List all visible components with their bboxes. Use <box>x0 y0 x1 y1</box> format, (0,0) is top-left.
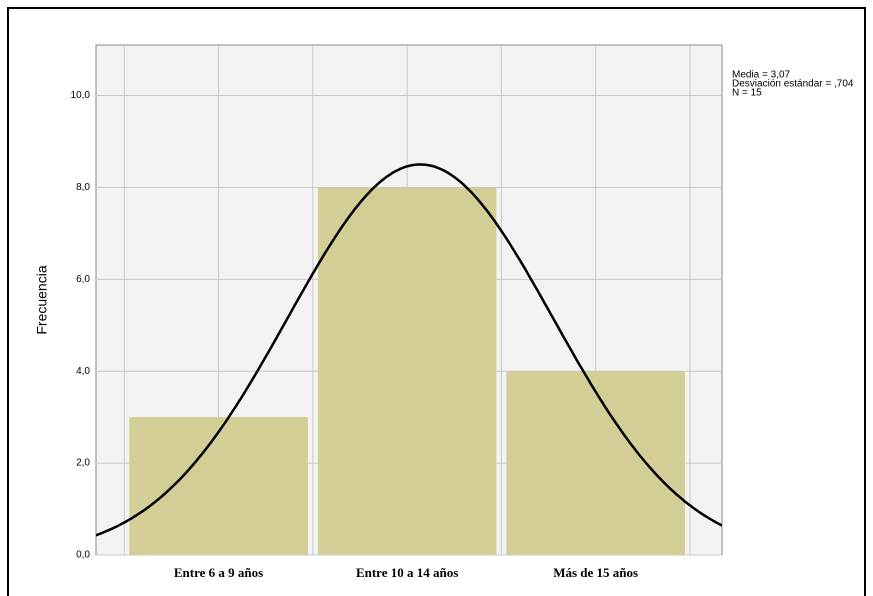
y-tick-label: 6,0 <box>76 274 90 285</box>
x-tick-label: Más de 15 años <box>553 565 638 580</box>
y-axis-label: Frecuencia <box>34 265 50 334</box>
x-tick-label: Entre 6 a 9 años <box>174 565 263 580</box>
y-tick-label: 8,0 <box>76 182 90 193</box>
y-tick-label: 2,0 <box>76 458 90 469</box>
normal-curve <box>96 163 722 537</box>
y-tick-label: 0,0 <box>76 550 90 561</box>
bar <box>129 417 308 555</box>
stats: Media = 3,07 <box>732 70 791 81</box>
bar <box>317 187 497 555</box>
y-tick-label: 10,0 <box>71 90 91 101</box>
bar <box>506 371 685 555</box>
x-tick-label: Entre 10 a 14 años <box>356 565 458 580</box>
y-tick-label: 4,0 <box>76 366 90 377</box>
stats: N = 15 <box>732 88 762 99</box>
stats: Desviación estándar = ,704 <box>732 79 854 90</box>
